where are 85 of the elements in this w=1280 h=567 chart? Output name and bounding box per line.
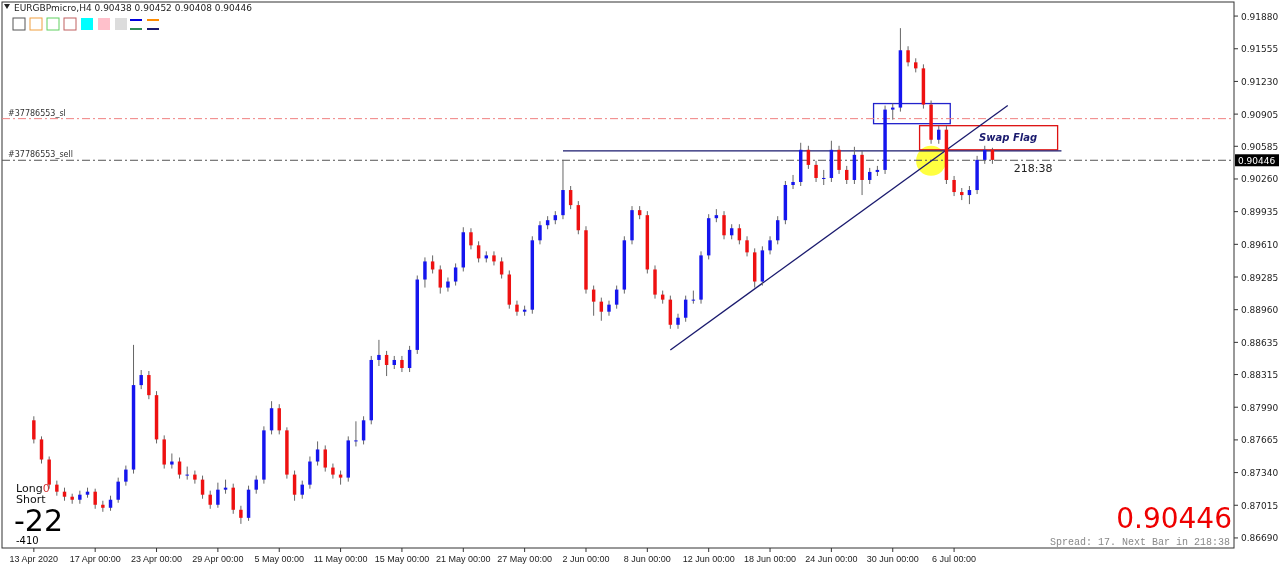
candlestick <box>691 290 696 305</box>
y-tick-label: 0.90905 <box>1241 109 1279 120</box>
y-tick-label: 0.89610 <box>1241 239 1279 250</box>
y-tick-label: 0.87990 <box>1241 402 1279 413</box>
x-tick-label: 27 May 00:00 <box>497 554 552 564</box>
chart-title: EURGBPmicro,H4 0.90438 0.90452 0.90408 0.90446 <box>14 3 253 13</box>
candlestick <box>147 370 151 400</box>
y-tick-label: 0.90585 <box>1241 141 1279 152</box>
candlestick <box>515 300 519 317</box>
x-tick-label: 24 Jun 00:00 <box>805 554 858 564</box>
x-tick-label: 5 May 00:00 <box>254 554 304 564</box>
candlestick <box>400 355 404 373</box>
candlestick <box>952 175 956 197</box>
candlestick <box>32 415 36 444</box>
annotation: Spread: 17. Next Bar in 218:38 <box>1049 537 1230 548</box>
annotation: -410 <box>16 535 39 546</box>
y-tick-label: 0.87665 <box>1241 435 1279 446</box>
y-tick-label: 0.88635 <box>1241 337 1279 348</box>
candlestick <box>423 256 427 289</box>
candlestick <box>208 490 212 510</box>
text: 0.90446 <box>1238 155 1276 166</box>
candlestick <box>446 277 450 293</box>
x-tick-label: 2 Jun 00:00 <box>562 554 610 564</box>
candlestick <box>768 235 772 255</box>
candlestick <box>538 220 542 245</box>
y-tick-label: 0.90260 <box>1241 174 1279 185</box>
candlestick <box>116 477 120 504</box>
candlestick <box>101 500 105 513</box>
candlestick <box>821 169 826 186</box>
candlestick <box>239 505 243 525</box>
y-tick-label: 0.87340 <box>1241 468 1279 479</box>
candlestick <box>492 250 496 266</box>
candlestick <box>814 160 818 183</box>
candlestick <box>308 456 312 490</box>
candlestick <box>331 463 335 480</box>
candlestick <box>745 235 749 257</box>
x-tick-label: 18 Jun 00:00 <box>744 554 797 564</box>
ref-line-label: #37786553_sl <box>8 108 66 118</box>
candlestick <box>676 313 680 330</box>
candlestick <box>315 440 320 467</box>
candlestick <box>791 174 795 190</box>
y-tick-label: 0.87015 <box>1241 500 1279 511</box>
y-tick-label: 0.91555 <box>1241 44 1279 55</box>
candlestick <box>39 435 44 465</box>
candlestick <box>377 339 381 367</box>
y-tick-label: 0.89935 <box>1241 207 1279 218</box>
candlestick <box>438 264 443 295</box>
candlestick <box>607 300 611 317</box>
x-tick-label: 8 Jun 00:00 <box>623 554 671 564</box>
candlestick <box>323 444 327 473</box>
annotation: 218:38 <box>1013 162 1053 176</box>
candlestick <box>453 262 458 287</box>
candlestick <box>469 227 473 250</box>
candlestick <box>185 466 189 481</box>
x-tick-label: 23 Apr 00:00 <box>131 554 183 564</box>
x-tick-label: 15 May 00:00 <box>374 554 430 564</box>
x-tick-label: 11 May 00:00 <box>313 554 368 564</box>
y-tick-label: 0.86690 <box>1241 533 1279 544</box>
candlestick <box>139 369 143 390</box>
candlestick <box>93 488 97 510</box>
candlestick <box>124 465 128 487</box>
x-tick-label: 13 Apr 2020 <box>9 554 59 564</box>
annotation: 0 <box>42 482 50 495</box>
y-tick-label: 0.89285 <box>1241 272 1279 283</box>
y-tick-label: 0.91880 <box>1241 11 1279 22</box>
candlestick <box>722 210 726 240</box>
candlestick <box>193 470 197 485</box>
candlestick <box>216 482 220 509</box>
candlestick <box>170 452 174 470</box>
annotation: Swap Flag <box>979 131 1038 143</box>
y-tick-label: 0.88960 <box>1241 305 1279 316</box>
y-tick-label: 0.91230 <box>1241 76 1279 87</box>
y-tick-label: 0.88315 <box>1241 370 1279 381</box>
candlestick <box>231 483 235 515</box>
x-tick-label: 21 May 00:00 <box>436 554 491 564</box>
candlestick <box>837 145 841 175</box>
ref-line-label: #37786553_sell <box>8 150 73 160</box>
x-tick-label: 12 Jun 00:00 <box>682 554 735 564</box>
annotation: 0.90446 <box>1116 502 1232 535</box>
candlestick <box>354 420 358 447</box>
x-tick-label: 17 Apr 00:00 <box>69 554 121 564</box>
candlestick <box>906 45 910 67</box>
x-tick-label: 6 Jul 00:00 <box>932 554 977 564</box>
x-tick-label: 29 Apr 00:00 <box>192 554 244 564</box>
x-tick-label: 30 Jun 00:00 <box>866 554 919 564</box>
